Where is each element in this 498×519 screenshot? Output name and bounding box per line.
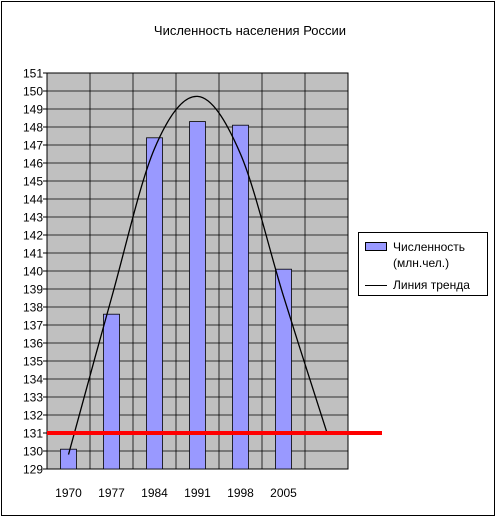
- x-tick-label: 1977: [98, 486, 125, 500]
- y-tick-label: 142: [23, 229, 43, 243]
- legend-item-trend: Линия тренда: [365, 277, 470, 293]
- x-tick-label: 1970: [55, 486, 82, 500]
- bar: [103, 313, 120, 470]
- x-tick-label: 1991: [184, 486, 211, 500]
- legend-bar-swatch: [365, 242, 387, 251]
- x-tick-label: 2005: [270, 486, 297, 500]
- y-tick-label: 147: [23, 139, 43, 153]
- y-tick-label: 141: [23, 247, 43, 261]
- y-tick-label: 148: [23, 121, 43, 135]
- x-tick-label: 1984: [141, 486, 168, 500]
- legend: Численность (млн.чел.) Линия тренда: [358, 232, 488, 296]
- y-tick-label: 139: [23, 283, 43, 297]
- bar: [189, 121, 206, 470]
- legend-line-swatch: [365, 285, 387, 286]
- y-tick-label: 138: [23, 301, 43, 315]
- y-tick-label: 144: [23, 193, 43, 207]
- y-tick-label: 129: [23, 463, 43, 477]
- y-tick-label: 143: [23, 211, 43, 225]
- plot-area: 129 130 131 132 133 134 135 136 137 138 139 140 141 1…: [23, 67, 382, 500]
- bar: [275, 268, 292, 470]
- y-tick-label: 132: [23, 409, 43, 423]
- bar: [60, 448, 77, 470]
- y-tick-label: 150: [23, 85, 43, 99]
- y-tick-label: 133: [23, 391, 43, 405]
- chart-title: Численность населения России: [154, 23, 346, 38]
- y-tick-label: 151: [23, 67, 43, 81]
- legend-item-bars: Численность (млн.чел.): [365, 239, 483, 271]
- y-tick-label: 136: [23, 337, 43, 351]
- y-tick-label: 146: [23, 157, 43, 171]
- y-tick-label: 130: [23, 445, 43, 459]
- trend-line: [67, 95, 328, 455]
- y-tick-label: 131: [23, 427, 43, 441]
- y-tick-label: 134: [23, 373, 43, 387]
- y-tick-label: 137: [23, 319, 43, 333]
- bar: [232, 124, 249, 470]
- y-tick-label: 140: [23, 265, 43, 279]
- y-tick-label: 149: [23, 103, 43, 117]
- y-tick-label: 145: [23, 175, 43, 189]
- legend-line-label: Линия тренда: [393, 278, 470, 292]
- legend-bar-label: Численность (млн.чел.): [393, 240, 466, 270]
- bar: [146, 137, 163, 470]
- y-tick-label: 135: [23, 355, 43, 369]
- x-tick-label: 1998: [227, 486, 254, 500]
